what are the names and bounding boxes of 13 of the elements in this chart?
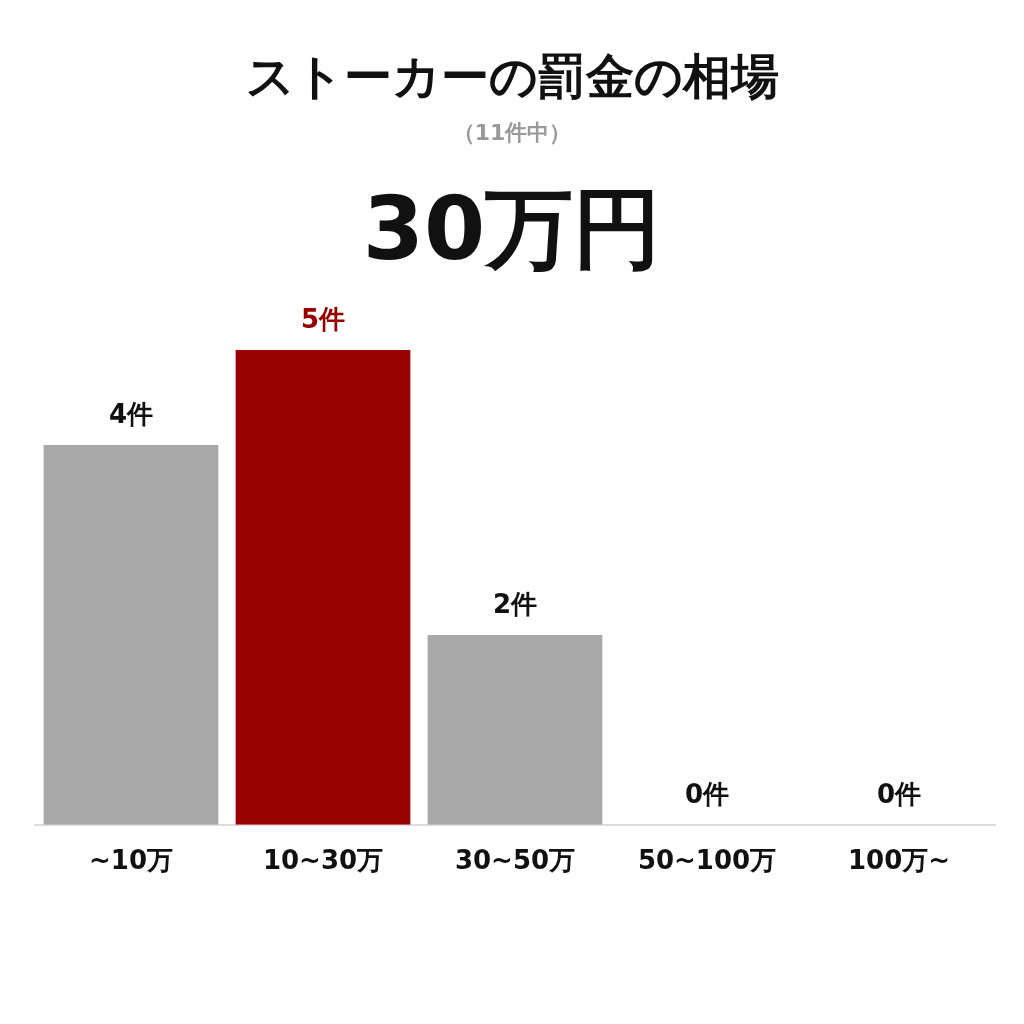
chart-title: ストーカーの罰金の相場 [244, 47, 780, 106]
data-label: 2件 [492, 588, 538, 619]
x-tick-label: 30~50万 [454, 845, 576, 876]
data-label: 0件 [684, 778, 730, 809]
x-tick-label: 50~100万 [637, 845, 777, 876]
chart-subtitle: （11件中） [451, 119, 573, 147]
x-tick-label: ~10万 [89, 845, 173, 876]
x-tick-label: 10~30万 [262, 845, 384, 876]
x-tick-label: 100万~ [847, 845, 951, 876]
text: 30万円 [361, 176, 663, 282]
data-label: 5件 [300, 303, 346, 334]
data-label: 4件 [108, 398, 154, 429]
data-label: 0件 [876, 778, 922, 809]
